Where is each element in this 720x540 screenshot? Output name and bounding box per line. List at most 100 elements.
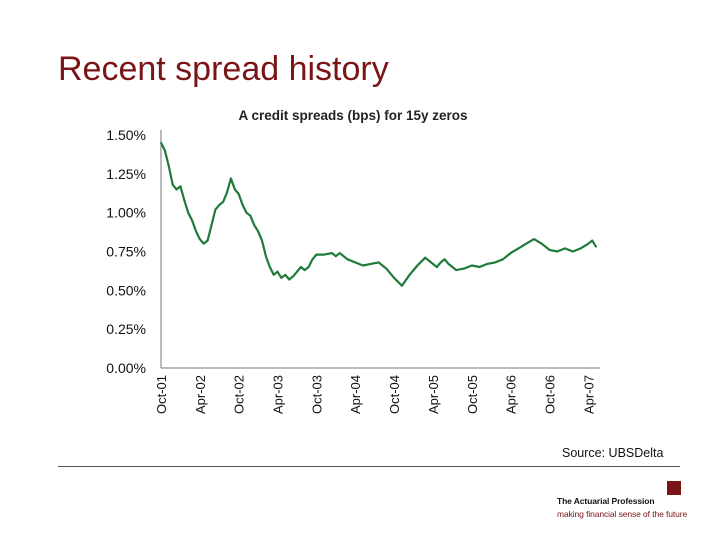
data-point [300,266,302,268]
data-point [435,266,438,268]
data-point [494,261,496,264]
data-point [261,239,263,242]
data-point [167,165,170,168]
data-point [393,277,395,279]
data-point [416,264,419,267]
data-point [502,258,504,261]
data-point [432,263,434,265]
data-point [591,239,594,242]
y-tick-label: 1.00% [106,205,146,221]
y-tick-label: 1.25% [106,166,146,182]
data-point [377,261,380,264]
data-point [276,270,279,273]
data-point [272,273,275,276]
profession-logo-mark [667,481,681,495]
chart-title: A credit spreads (bps) for 15y zeros [238,108,467,123]
data-point [311,258,314,261]
data-point [233,188,236,191]
data-point [307,266,310,268]
data-point [533,238,535,241]
data-point [408,273,411,276]
x-tick-label: Apr-03 [271,375,286,414]
data-point [280,277,283,279]
data-point [447,263,450,265]
data-point [214,208,217,211]
x-tick-label: Oct-06 [542,375,557,414]
data-point [288,278,291,281]
data-point [517,247,520,250]
data-point [338,252,341,255]
data-point [210,224,213,227]
x-tick-label: Apr-02 [193,375,208,414]
data-point [160,141,162,144]
x-tick-label: Apr-06 [504,375,519,414]
data-point [198,238,201,241]
data-point [369,263,372,265]
data-point [179,185,182,188]
data-point [296,270,298,273]
data-point [187,211,190,214]
data-point [206,239,209,242]
data-point [218,204,221,206]
x-axis: Oct-01 Apr-02 Oct-02 Apr-03 Oct-03 Apr-04 Oct-… [154,367,600,414]
y-tick-label: 0.50% [106,282,146,298]
data-point [478,266,481,268]
data-point [241,204,244,206]
data-point [571,250,574,253]
data-point [226,191,228,194]
data-point [439,261,442,264]
x-tick-label: Oct-02 [232,375,247,414]
data-point [362,264,364,267]
data-point [525,242,528,245]
data-point [424,256,427,259]
profession-tagline: making financial sense of the future [557,509,688,519]
series-line [160,142,598,287]
data-point [245,211,248,214]
data-point [284,273,287,276]
x-tick-label: Oct-04 [387,375,402,414]
data-point [171,183,174,186]
data-point [323,253,326,256]
data-point [587,242,590,245]
data-point [556,250,559,253]
x-tick-label: Apr-07 [581,375,596,414]
x-tick-label: Oct-03 [309,375,324,414]
data-point [346,258,349,261]
y-tick-label: 0.00% [106,360,146,376]
data-point [470,264,473,267]
data-point [595,245,597,248]
data-point [222,200,225,203]
data-point [249,214,252,217]
data-point [443,258,446,261]
data-point [486,263,489,265]
data-point [331,252,333,255]
x-tick-label: Oct-01 [154,375,169,414]
data-point [265,255,267,258]
x-tick-label: Apr-04 [348,375,363,414]
data-point [385,267,388,270]
data-point [195,230,197,233]
plot-area [160,141,598,287]
y-tick-label: 0.75% [106,244,146,260]
data-point [334,255,337,258]
source-note: Source: UBSDelta [562,446,664,460]
data-point [455,269,458,271]
data-point [354,261,357,264]
data-point [564,247,566,250]
slide-title: Recent spread history [58,50,389,88]
data-point [401,284,403,287]
y-axis: 1.50% 1.25% 1.00% 0.75% 0.50% 0.25% 0.00% [106,127,162,376]
data-point [202,242,205,245]
data-point [237,193,240,195]
data-point [191,219,194,222]
y-tick-label: 0.25% [106,321,146,337]
data-point [315,253,318,256]
data-point [579,247,582,250]
y-tick-label: 1.50% [106,127,146,143]
data-point [463,267,465,270]
data-point [540,242,543,245]
data-point [230,177,232,180]
data-point [183,199,186,202]
footer-divider [58,466,680,467]
